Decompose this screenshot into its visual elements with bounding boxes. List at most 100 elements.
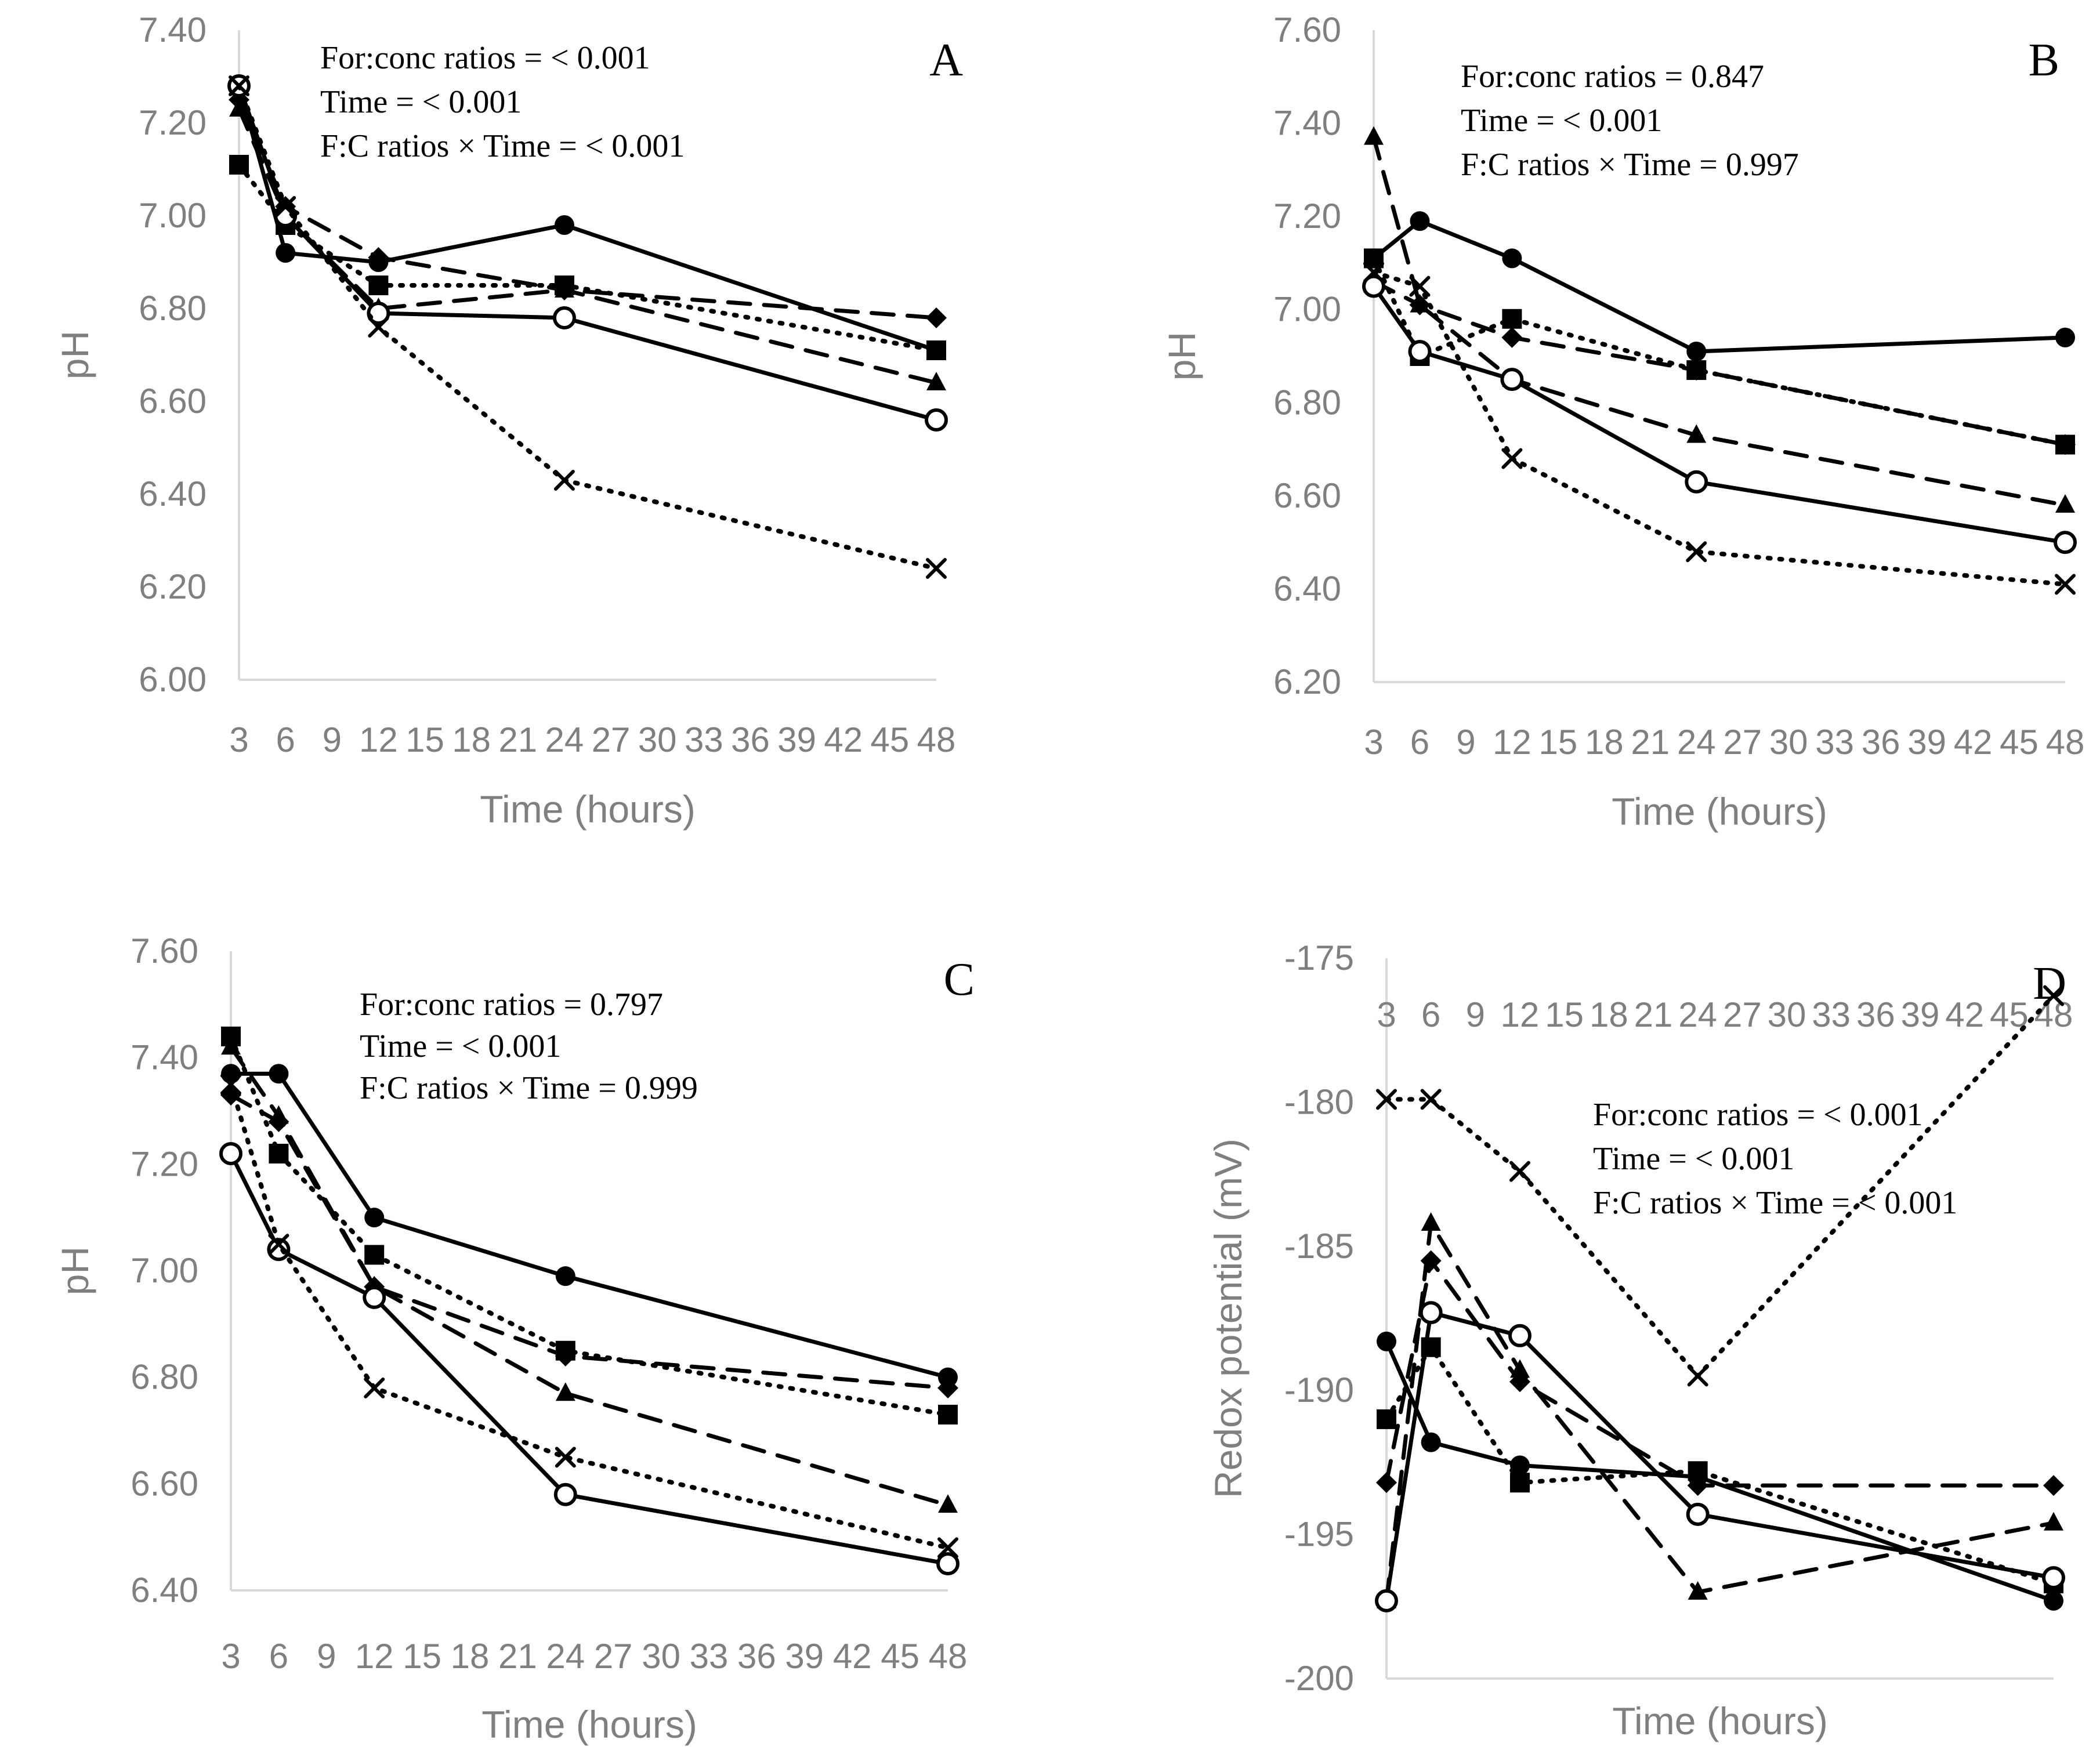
data-point-diamond [926,307,947,328]
y-tick-label: -175 [1284,938,1354,977]
data-point-cross [229,75,249,96]
data-point-cross [1420,1089,1442,1110]
data-point-cross [926,558,947,579]
data-point-triangle [269,1105,289,1124]
data-point-circle-filled [276,243,296,263]
data-point-cross [1376,1089,1397,1110]
data-point-diamond [937,1378,958,1399]
data-point-triangle [1421,1212,1441,1231]
data-point-circle-open [2054,531,2077,554]
x-tick-label: 33 [690,1637,729,1676]
x-tick-label: 15 [1538,723,1577,762]
y-tick-label: 6.60 [139,382,207,421]
data-point-cross [553,470,575,491]
data-point-square [938,1404,958,1425]
data-point-circle-filled [554,215,574,235]
x-tick-label: 3 [1377,995,1396,1034]
y-tick-label: 7.20 [1273,197,1341,235]
x-tick-label: 30 [638,720,677,759]
data-point-cross [368,317,389,338]
y-axis-title: pH [53,331,96,379]
data-point-circle-open [552,306,576,329]
stats-line: For:conc ratios = 0.797 [360,987,663,1023]
data-point-circle-filled [555,1266,575,1286]
series-line-circle-filled [237,84,939,353]
data-point-square [364,1245,385,1265]
x-axis-title: Time (hours) [481,1703,697,1746]
data-point-circle-filled [2044,1590,2063,1611]
panel-letter: A [929,35,963,86]
x-tick-label: 24 [1678,995,1717,1034]
y-tick-label: -185 [1284,1227,1354,1266]
y-tick-label: -180 [1284,1082,1354,1121]
panel-letter: D [2033,958,2066,1009]
data-point-circle-open [1419,1301,1443,1325]
data-point-cross [1363,262,1384,283]
data-point-diamond [1501,327,1523,348]
data-point-cross [364,1378,385,1399]
data-point-square [926,340,946,360]
data-point-circle-open [1685,470,1708,494]
stats-line: For:conc ratios = < 0.001 [1593,1097,1923,1133]
y-tick-label: -190 [1284,1371,1354,1409]
series-line-diamond [1371,280,2068,447]
x-tick-label: 6 [269,1637,288,1676]
data-point-circle-filled [2055,327,2075,347]
data-point-cross [555,1447,576,1468]
data-point-diamond [2055,434,2076,455]
data-point-triangle [554,279,574,298]
data-point-circle-filled [221,1064,241,1084]
stats-line: For:conc ratios = < 0.001 [320,40,650,76]
data-point-circle-open [367,302,390,325]
data-point-triangle [221,1036,241,1055]
x-tick-label: 42 [1954,723,1993,762]
y-tick-label: 7.00 [131,1251,198,1290]
x-axis-title: Time (hours) [480,788,696,831]
y-tick-label: 6.60 [1273,476,1341,515]
series-line-triangle [237,107,939,385]
data-point-triangle [1410,293,1430,313]
x-tick-label: 36 [731,720,770,759]
series-line-diamond [229,1093,950,1390]
x-tick-label: 45 [881,1637,919,1676]
data-point-triangle [1686,424,1707,443]
data-point-diamond [1686,360,1707,381]
data-point-circle-open [363,1285,386,1309]
y-tick-label: 7.60 [1273,10,1341,49]
x-tick-label: 39 [1901,995,1940,1034]
data-point-cross [937,1537,958,1558]
x-tick-label: 36 [737,1637,776,1676]
y-tick-label: 7.20 [139,103,207,142]
x-tick-label: 12 [359,720,398,759]
x-tick-label: 27 [1723,723,1762,762]
y-tick-label: 7.40 [139,10,207,49]
x-tick-label: 45 [870,720,909,759]
y-tick-label: 6.80 [1273,383,1341,422]
y-axis-title: pH [53,1246,96,1295]
series-line-cross [1384,993,2056,1379]
y-tick-label: 6.80 [131,1358,198,1397]
x-tick-label: 30 [1769,723,1808,762]
data-point-circle-filled [1377,1331,1396,1351]
x-tick-label: 15 [1545,995,1584,1034]
x-tick-label: 18 [451,1637,490,1676]
data-point-circle-filled [1686,341,1707,361]
chart-panel-a: 7.407.207.006.806.606.406.206.003 6 9 12 15 1… [53,10,963,831]
data-point-cross [1686,541,1707,563]
data-point-circle-open [1508,1324,1531,1347]
stats-line: Time = < 0.001 [360,1028,561,1064]
data-point-circle-open [925,408,948,432]
x-tick-label: 24 [546,1637,585,1676]
series-line-cross [229,1082,950,1550]
series-line-cross [1371,270,2068,587]
y-axis-title: Redox potential (mV) [1207,1139,1250,1498]
data-point-square [269,1143,289,1164]
y-tick-label: -195 [1284,1515,1354,1554]
y-tick-label: 7.00 [139,196,207,235]
x-tick-label: 9 [1466,995,1485,1034]
data-point-circle-open [936,1552,960,1576]
data-point-triangle [1510,1359,1530,1378]
x-tick-label: 15 [405,720,444,759]
x-tick-label: 24 [545,720,584,759]
data-point-cross [275,196,296,217]
